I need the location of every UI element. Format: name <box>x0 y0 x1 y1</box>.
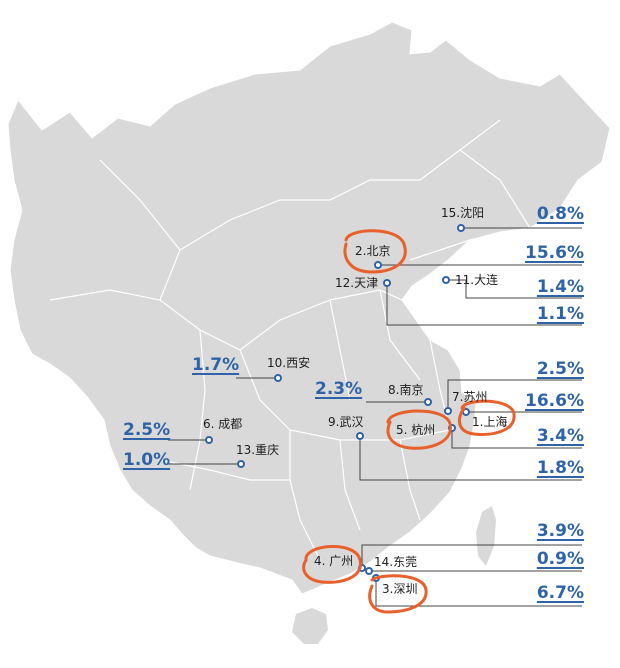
city-label-shenyang: 15.沈阳 <box>441 206 485 220</box>
marker-wuhan <box>356 432 364 440</box>
city-label-beijing: 2.北京 <box>355 244 391 258</box>
value-tianjin: 1.1% <box>536 304 584 324</box>
marker-shenyang <box>457 224 465 232</box>
value-nanjing: 2.3% <box>315 379 363 399</box>
city-label-suzhou: 7.苏州 <box>452 390 488 404</box>
value-suzhou: 2.5% <box>536 359 584 379</box>
leader-hangzhou <box>451 428 582 449</box>
value-shenzhen: 6.7% <box>536 583 584 603</box>
leader-suzhou <box>447 379 582 411</box>
city-label-dalian: 11.大连 <box>455 273 499 287</box>
leader-wuhan <box>359 436 582 481</box>
value-wuhan: 1.8% <box>536 458 584 478</box>
marker-chongqing <box>237 460 245 468</box>
marker-nanjing <box>424 398 432 406</box>
marker-tianjin <box>383 279 391 287</box>
marker-xian <box>274 374 282 382</box>
value-guangzhou: 3.9% <box>536 521 584 541</box>
city-label-wuhan: 9.武汉 <box>328 415 364 429</box>
highlight-hangzhou <box>386 409 452 450</box>
value-hangzhou: 3.4% <box>536 426 584 446</box>
highlight-beijing <box>343 229 407 274</box>
leader-shenzhen <box>375 578 582 607</box>
highlight-circles <box>302 229 516 614</box>
value-chongqing: 1.0% <box>123 450 171 470</box>
city-label-xian: 10.西安 <box>267 356 311 370</box>
value-xian: 1.7% <box>192 355 240 375</box>
marker-dongguan <box>365 567 373 575</box>
value-shanghai: 16.6% <box>525 391 584 411</box>
city-label-guangzhou: 4. 广州 <box>314 554 354 568</box>
city-label-shanghai: 1.上海 <box>472 415 508 429</box>
city-label-tianjin: 12.天津 <box>335 276 379 290</box>
city-label-hangzhou: 5. 杭州 <box>396 423 436 437</box>
city-label-nanjing: 8.南京 <box>388 383 424 397</box>
value-chengdu: 2.5% <box>123 420 171 440</box>
value-shenyang: 0.8% <box>536 204 584 224</box>
city-label-chongqing: 13.重庆 <box>236 443 280 457</box>
city-label-chengdu: 6. 成都 <box>203 417 243 431</box>
leader-dalian <box>446 279 582 299</box>
city-label-dongguan: 14.东莞 <box>374 555 418 569</box>
taiwan-island <box>476 506 496 566</box>
leader-guangzhou <box>361 544 582 568</box>
leader-tianjin <box>386 283 582 326</box>
highlight-guangzhou <box>302 545 362 584</box>
city-markers <box>205 224 470 582</box>
value-dongguan: 0.9% <box>536 549 584 569</box>
highlight-shenzhen <box>368 574 428 614</box>
marker-chengdu <box>205 436 213 444</box>
marker-beijing <box>374 261 382 269</box>
value-beijing: 15.6% <box>525 243 584 263</box>
city-label-shenzhen: 3.深圳 <box>382 582 418 596</box>
value-dalian: 1.4% <box>536 277 584 297</box>
leader-lines <box>168 227 582 607</box>
marker-dalian <box>442 276 450 284</box>
hainan-island <box>292 608 328 644</box>
highlight-shanghai <box>457 399 516 436</box>
marker-suzhou <box>444 407 452 415</box>
